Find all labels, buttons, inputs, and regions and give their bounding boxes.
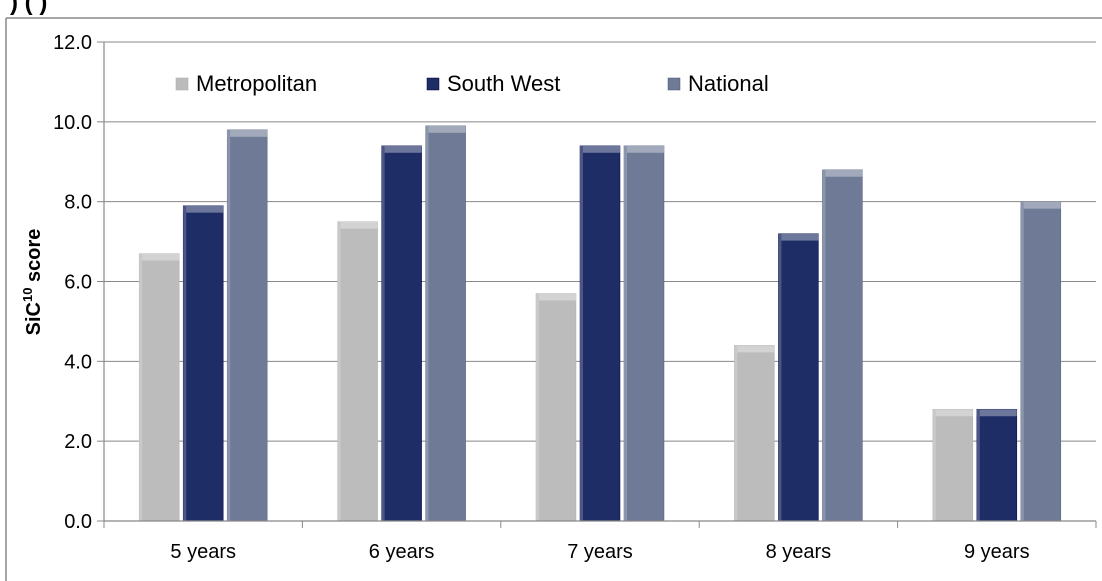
x-tick-label: 7 years <box>567 541 633 563</box>
bar-south-west-5-years <box>182 205 224 522</box>
bar-metropolitan-6-years <box>337 221 378 522</box>
bar-national-8-years <box>822 169 863 522</box>
legend-label: South West <box>447 71 560 96</box>
bar-cap-highlight <box>425 125 466 133</box>
y-axis-label: SiC10 score <box>20 229 45 336</box>
bars <box>138 125 1062 522</box>
bar-cap-highlight <box>822 169 863 177</box>
bar-cap-highlight <box>227 129 268 137</box>
y-axis-label-prefix: SiC <box>23 302 45 335</box>
bar-edge-highlight <box>139 253 143 521</box>
bar-edge-highlight <box>734 345 738 521</box>
bar-edge-highlight <box>381 145 385 522</box>
bar-edge-highlight <box>183 205 187 522</box>
bar-cap-highlight <box>536 293 576 301</box>
x-tick-label: 8 years <box>766 541 832 563</box>
legend-label: Metropolitan <box>196 71 317 96</box>
bar-edge-highlight <box>778 233 782 521</box>
bar-national-6-years <box>425 125 466 522</box>
bar-national-9-years <box>1020 201 1062 522</box>
bar-edge-highlight <box>1020 201 1024 521</box>
bar-cap-highlight <box>1020 201 1061 209</box>
legend-swatch-metropolitan <box>175 77 189 91</box>
legend: Metropolitan South West National <box>175 71 769 96</box>
x-tick-label: 6 years <box>369 541 435 563</box>
bar-cap-highlight <box>778 233 819 241</box>
x-tick-label: 5 years <box>170 541 236 563</box>
legend-swatch-south-west <box>426 77 440 91</box>
y-axis-label-superscript: 10 <box>20 288 35 302</box>
bar-metropolitan-9-years <box>932 408 974 522</box>
bar-cap-highlight <box>139 253 180 261</box>
bar-edge-highlight <box>580 145 583 522</box>
y-axis-label-suffix: score <box>23 229 45 288</box>
bar-south-west-8-years <box>778 233 819 522</box>
bar-south-west-9-years <box>976 408 1018 522</box>
bar-south-west-7-years <box>579 145 621 522</box>
bar-cap-highlight <box>932 409 973 417</box>
y-tick-label: 0.0 <box>64 511 92 533</box>
bar-metropolitan-7-years <box>535 293 577 522</box>
bar-national-7-years <box>623 145 665 522</box>
y-tick-label: 8.0 <box>64 192 92 214</box>
x-tick-label: 9 years <box>964 541 1030 563</box>
bar-south-west-6-years <box>381 145 422 522</box>
bar-edge-highlight <box>976 409 980 521</box>
bar-metropolitan-5-years <box>138 253 180 522</box>
y-tick-label: 12.0 <box>53 32 92 54</box>
y-tick-label: 4.0 <box>64 351 92 373</box>
bar-edge-highlight <box>536 293 539 521</box>
partial-title: ) ( ) <box>10 0 47 16</box>
bar-cap-highlight <box>624 145 664 153</box>
bar-cap-highlight <box>381 145 422 153</box>
y-tick-label: 10.0 <box>53 112 92 134</box>
bar-metropolitan-8-years <box>734 345 775 522</box>
bar-edge-highlight <box>227 129 231 522</box>
y-tick-label: 6.0 <box>64 272 92 294</box>
bar-national-5-years <box>226 129 268 522</box>
bar-cap-highlight <box>183 205 224 213</box>
bar-cap-highlight <box>976 409 1017 417</box>
bar-edge-highlight <box>822 169 826 521</box>
bar-cap-highlight <box>337 221 378 229</box>
bar-cap-highlight <box>580 145 620 153</box>
y-tick-label: 2.0 <box>64 431 92 453</box>
bar-edge-highlight <box>337 221 341 521</box>
bar-edge-highlight <box>425 125 429 521</box>
x-axis: 5 years 6 years 7 years 8 years 9 years <box>103 42 1097 563</box>
bar-edge-highlight <box>624 145 627 522</box>
y-ticks: 0.0 2.0 4.0 6.0 8.0 10.0 12.0 <box>53 32 104 533</box>
bar-edge-highlight <box>932 409 936 521</box>
legend-swatch-national <box>667 77 681 91</box>
bar-cap-highlight <box>734 345 775 353</box>
legend-label: National <box>688 71 769 96</box>
